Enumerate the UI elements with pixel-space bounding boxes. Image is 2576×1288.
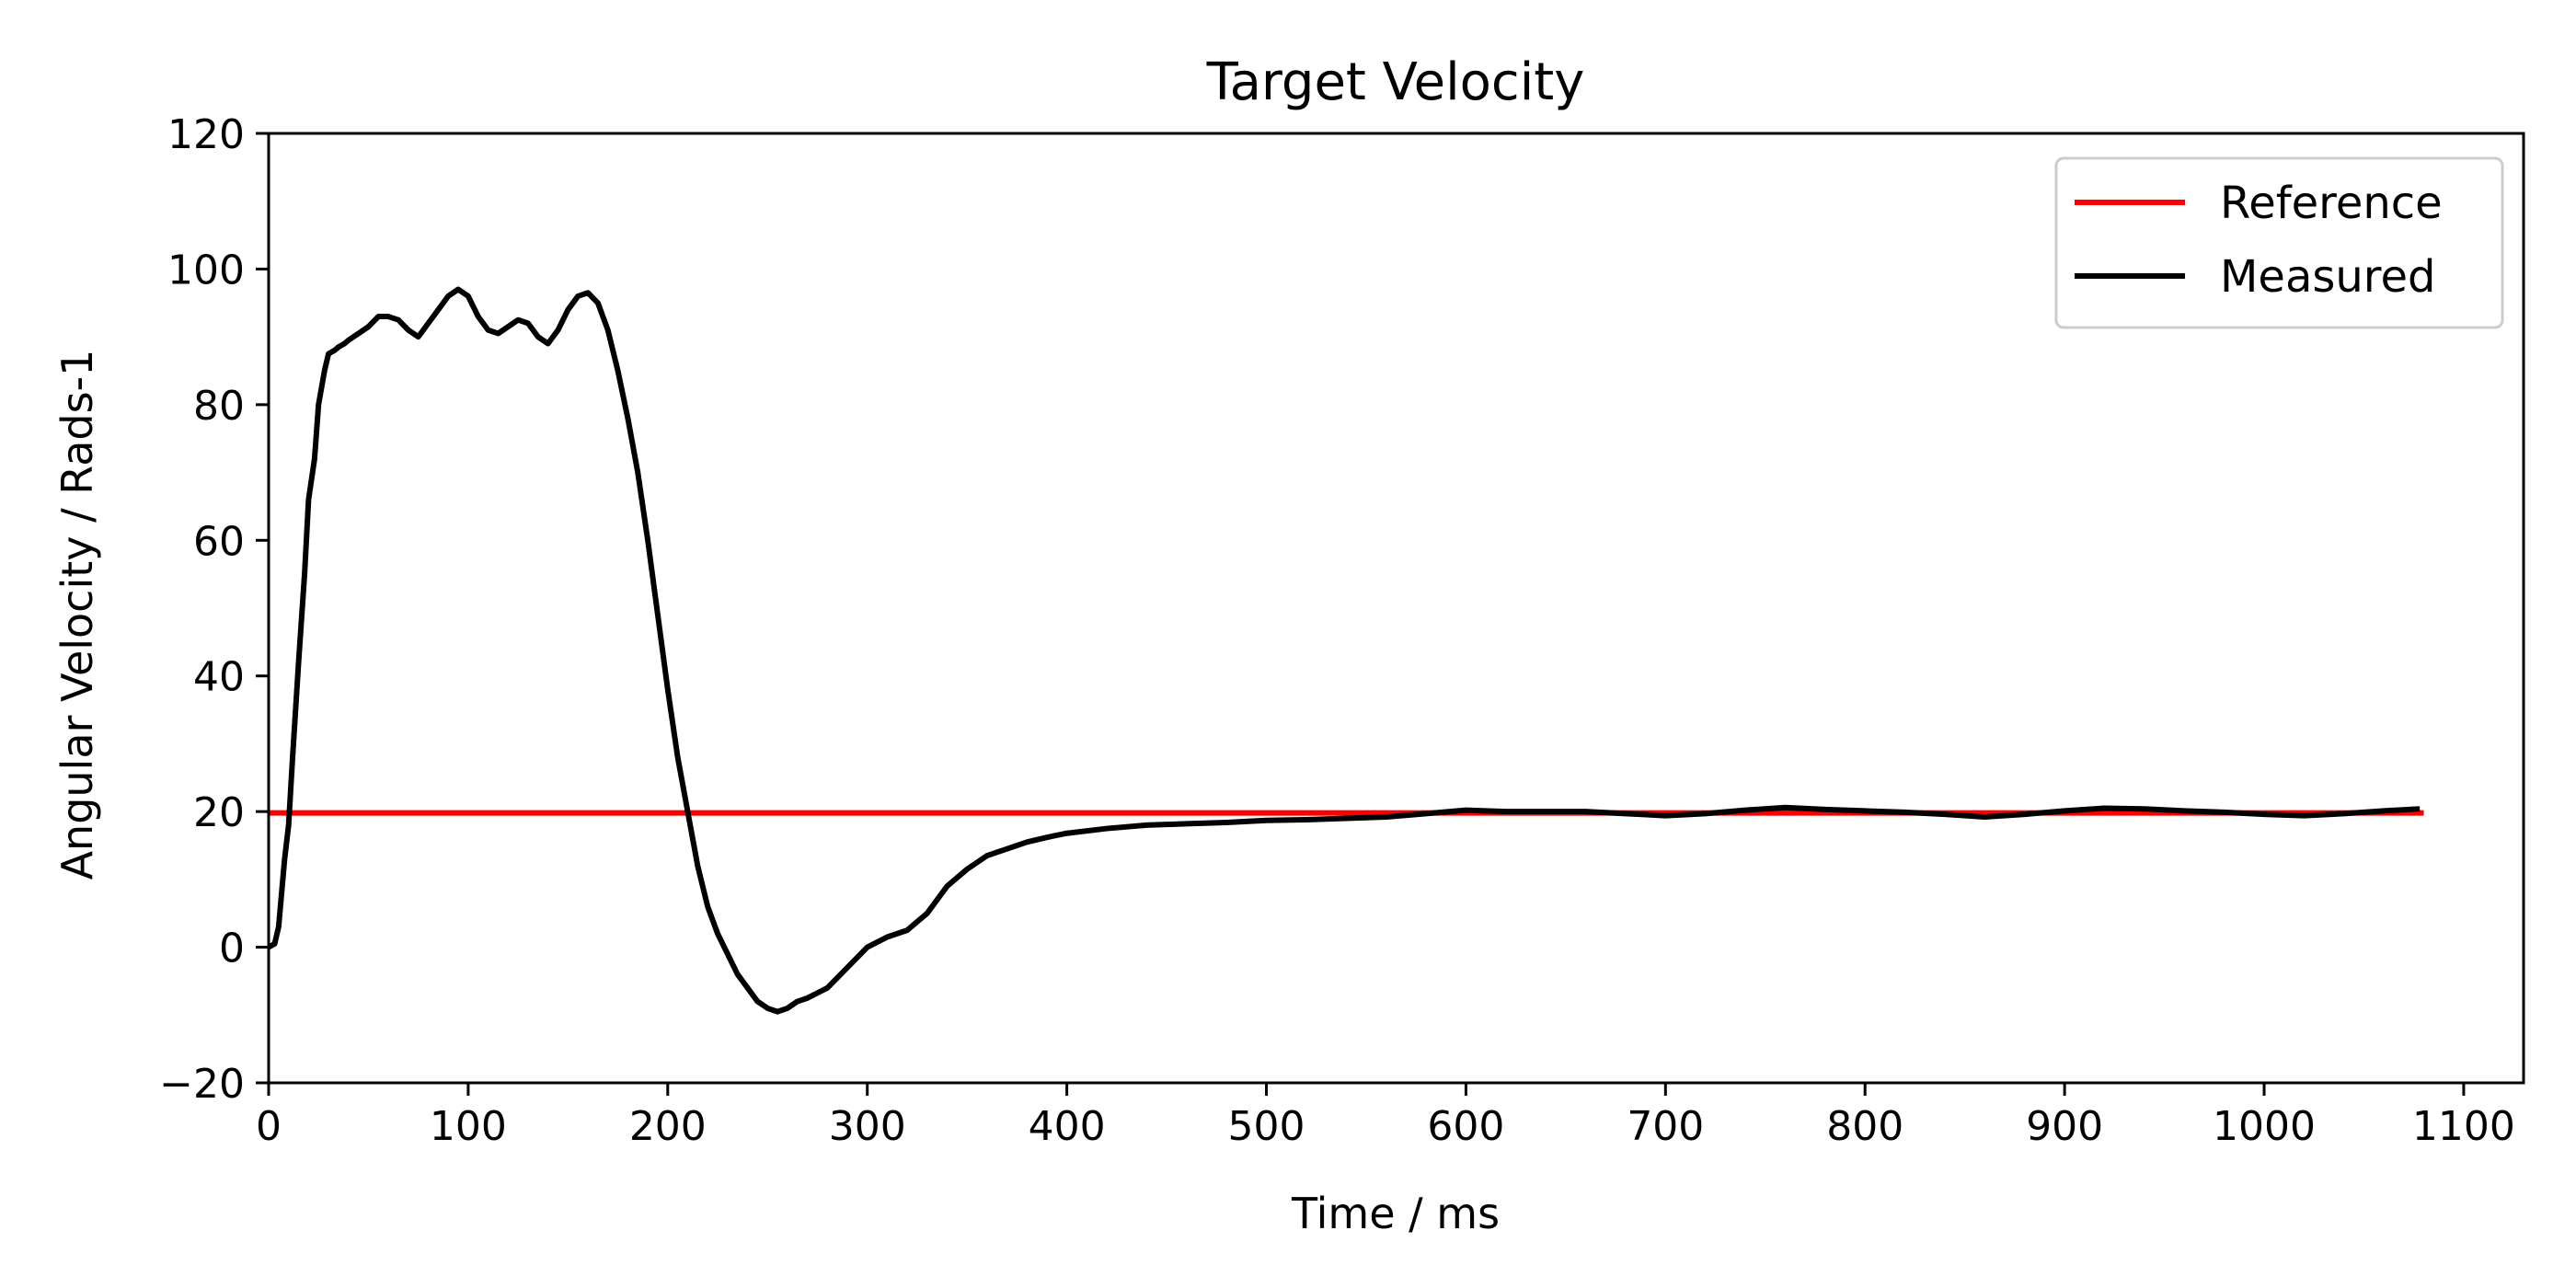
axes-frame xyxy=(267,132,2525,1085)
legend: Reference Measured xyxy=(2054,156,2504,329)
x-tick-label: 900 xyxy=(2026,1103,2103,1150)
y-tick-label: 120 xyxy=(167,111,245,158)
x-tick-label: 600 xyxy=(1427,1103,1504,1150)
y-tick-label: 20 xyxy=(193,789,245,836)
y-tick-label: 60 xyxy=(193,518,245,565)
y-tick-label: 40 xyxy=(193,654,245,701)
legend-label: Measured xyxy=(2220,251,2435,303)
x-tick-label: 500 xyxy=(1228,1103,1305,1150)
x-tick-label: 0 xyxy=(256,1103,282,1150)
legend-label: Reference xyxy=(2220,178,2443,229)
series-line-measured xyxy=(267,286,2421,1015)
y-tick-label: 80 xyxy=(193,383,245,430)
x-tick-label: 400 xyxy=(1029,1103,1106,1150)
x-tick-label: 800 xyxy=(1826,1103,1903,1150)
y-tick-label: 0 xyxy=(219,926,245,972)
x-tick-label: 1000 xyxy=(2213,1103,2316,1150)
x-tick-label: 300 xyxy=(829,1103,906,1150)
x-axis-label: Time / ms xyxy=(1291,1189,1500,1238)
x-tick-label: 200 xyxy=(629,1103,707,1150)
x-tick-label: 100 xyxy=(430,1103,507,1150)
y-tick-label: −20 xyxy=(159,1061,245,1108)
y-tick-label: 100 xyxy=(167,247,245,293)
chart-title: Target Velocity xyxy=(1206,52,1585,112)
x-tick-label: 700 xyxy=(1627,1103,1704,1150)
x-tick-label: 1100 xyxy=(2412,1103,2515,1150)
y-axis-label: Angular Velocity / Rads-1 xyxy=(52,350,102,880)
plot-area: 0 100 200 300 400 500 600 700 800 900 1000 1100−200… xyxy=(159,111,2525,1150)
